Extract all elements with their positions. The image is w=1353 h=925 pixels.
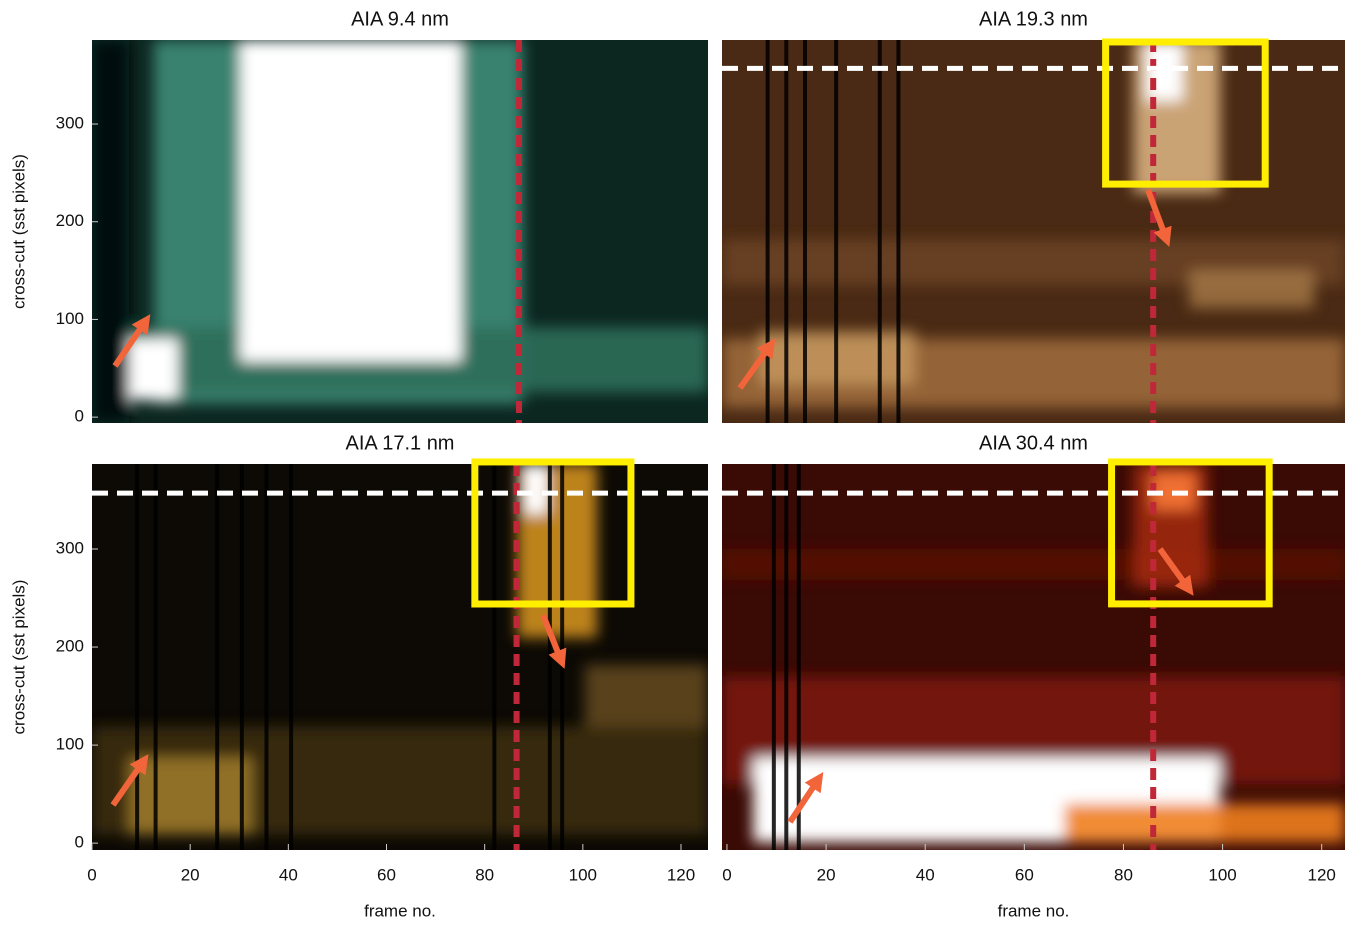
image-content xyxy=(722,464,1345,843)
y-tick-label: 0 xyxy=(75,407,84,426)
x-tick-label: 100 xyxy=(569,865,597,884)
y-tick-label: 100 xyxy=(56,735,84,754)
image-gap xyxy=(547,464,552,850)
image-panel xyxy=(92,464,708,850)
x-tick-label: 80 xyxy=(475,865,494,884)
image-gap xyxy=(784,40,789,423)
x-tick-label: 120 xyxy=(1308,865,1336,884)
image-gap xyxy=(264,464,269,850)
x-tick-label: 20 xyxy=(181,865,200,884)
highlight-box xyxy=(1102,38,1269,188)
image-region xyxy=(584,664,708,727)
image-panel xyxy=(92,40,708,423)
panel-title: AIA 19.3 nm xyxy=(979,8,1088,30)
image-region xyxy=(128,338,179,401)
panel-title: AIA 9.4 nm xyxy=(351,8,449,30)
x-tick-label: 20 xyxy=(817,865,836,884)
y-axis-label: cross-cut (sst pixels) xyxy=(9,580,28,735)
x-tick-label: 60 xyxy=(1015,865,1034,884)
image-region xyxy=(722,548,1345,580)
image-region xyxy=(92,40,129,423)
arrow xyxy=(540,613,567,669)
x-tick-label: 120 xyxy=(667,865,695,884)
image-panel xyxy=(722,40,1345,423)
y-tick-label: 200 xyxy=(56,211,84,230)
x-tick-label: 80 xyxy=(1114,865,1133,884)
arrow xyxy=(110,754,149,807)
arrow xyxy=(112,314,151,368)
highlight-box xyxy=(1108,458,1273,608)
x-tick-label: 40 xyxy=(279,865,298,884)
image-gap xyxy=(796,464,801,850)
image-region xyxy=(239,40,462,362)
image-region xyxy=(523,464,548,515)
image-gap xyxy=(877,40,882,423)
image-region xyxy=(1189,269,1314,309)
x-axis-label: frame no. xyxy=(364,901,436,920)
x-axis-label: frame no. xyxy=(998,901,1070,920)
image-gap xyxy=(784,464,789,850)
x-tick-label: 40 xyxy=(916,865,935,884)
image-panel xyxy=(722,464,1345,850)
image-gap xyxy=(135,464,140,850)
y-tick-label: 300 xyxy=(56,114,84,133)
image-content xyxy=(92,464,708,835)
image-region xyxy=(128,757,253,835)
arrow xyxy=(1145,188,1172,247)
arrow xyxy=(737,338,776,390)
image-gap xyxy=(239,464,244,850)
image-gap xyxy=(215,464,220,850)
image-gap xyxy=(492,464,497,850)
y-tick-label: 200 xyxy=(56,637,84,656)
image-region xyxy=(1064,803,1345,843)
x-tick-label: 0 xyxy=(87,865,96,884)
image-gap xyxy=(896,40,901,423)
y-tick-label: 0 xyxy=(75,833,84,852)
image-content xyxy=(92,40,708,423)
panel-title: AIA 17.1 nm xyxy=(346,432,455,454)
y-tick-label: 300 xyxy=(56,538,84,557)
image-gap xyxy=(153,464,158,850)
image-gap xyxy=(834,40,839,423)
image-gap xyxy=(765,40,770,423)
image-gap xyxy=(802,40,807,423)
panel-title: AIA 30.4 nm xyxy=(979,432,1088,454)
image-gap xyxy=(289,464,294,850)
y-axis-label: cross-cut (sst pixels) xyxy=(9,154,28,309)
image-gap xyxy=(771,464,776,850)
arrow xyxy=(1157,547,1194,596)
x-tick-label: 60 xyxy=(377,865,396,884)
x-tick-label: 0 xyxy=(722,865,731,884)
y-tick-label: 100 xyxy=(56,309,84,328)
highlight-box xyxy=(471,458,635,608)
arrow xyxy=(787,772,824,824)
x-tick-label: 100 xyxy=(1208,865,1236,884)
